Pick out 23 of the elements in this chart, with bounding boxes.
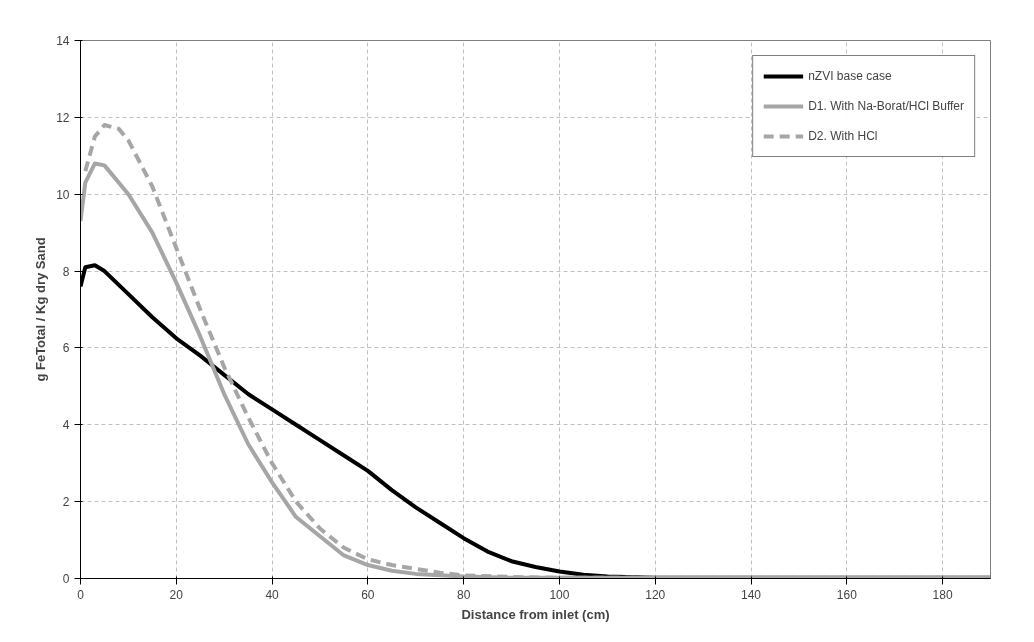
legend-label: nZVI base case (808, 69, 892, 83)
x-tick-label: 60 (361, 587, 375, 602)
x-tick-label: 40 (265, 587, 280, 602)
x-axis-title: Distance from inlet (cm) (461, 606, 610, 622)
x-tick-label: 140 (741, 587, 762, 602)
legend-label: D2. With HCl (808, 129, 878, 143)
x-tick-label: 80 (456, 587, 471, 602)
y-tick-label: 8 (62, 264, 70, 279)
x-tick-label: 180 (932, 587, 953, 602)
y-axis-title: g FeTotal / Kg dry Sand (33, 237, 49, 382)
y-tick-label: 2 (62, 495, 70, 510)
legend-label: D1. With Na-Borat/HCl Buffer (808, 99, 964, 113)
x-tick-label: 120 (645, 587, 666, 602)
y-tick-label: 10 (56, 187, 70, 202)
x-tick-label: 100 (549, 587, 570, 602)
y-tick-label: 14 (56, 34, 70, 48)
y-tick-label: 6 (62, 341, 70, 356)
y-tick-label: 12 (56, 110, 70, 125)
y-tick-label: 0 (62, 572, 70, 586)
y-tick-label: 4 (62, 418, 70, 433)
x-tick-label: 160 (836, 587, 858, 602)
x-tick-label: 20 (169, 587, 184, 602)
x-tick-label: 0 (77, 587, 85, 602)
